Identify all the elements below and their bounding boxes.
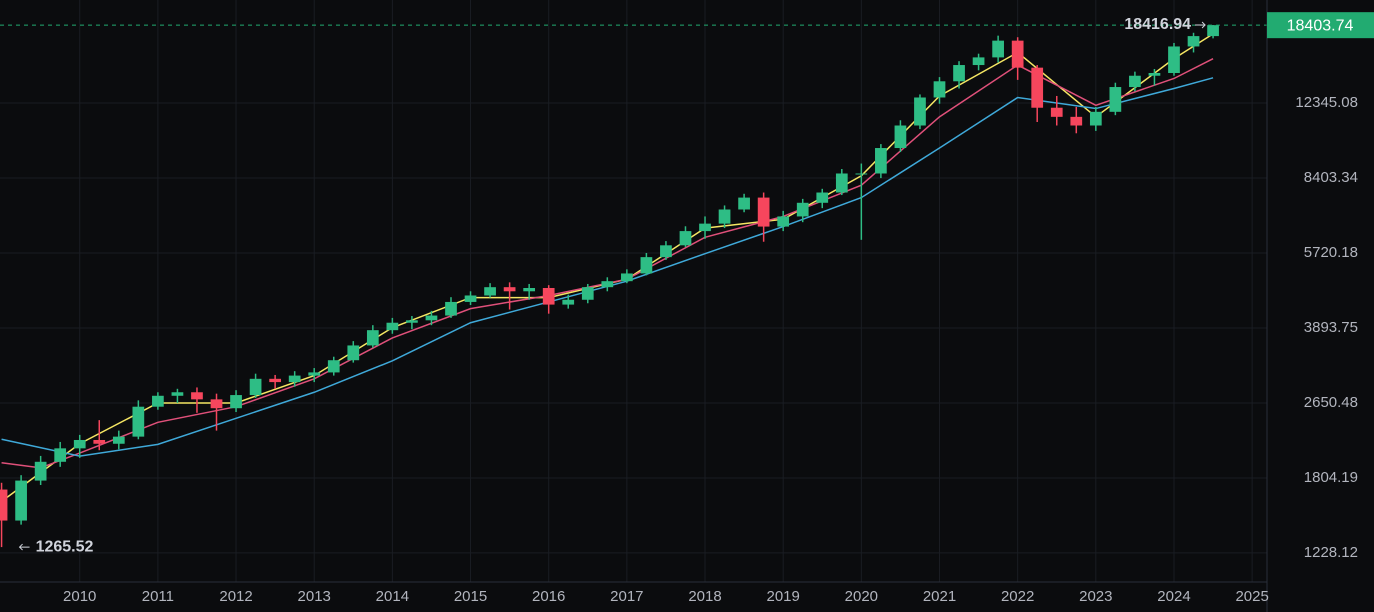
candle-body (855, 173, 868, 175)
y-tick-label: 12345.08 (1295, 94, 1358, 111)
candle-body (581, 287, 594, 300)
candle-body (425, 315, 438, 321)
candle-body (1207, 25, 1219, 37)
candle-body (796, 202, 809, 217)
y-tick-label: 8403.34 (1304, 169, 1358, 186)
candle-body (1148, 72, 1161, 76)
candle-body (914, 97, 926, 126)
min-label: 1265.52 (36, 538, 94, 555)
candle-body (269, 378, 281, 383)
candle-body (347, 345, 360, 361)
candle-body (15, 480, 27, 521)
x-tick-label: 2015 (454, 588, 487, 605)
x-tick-label: 2020 (845, 588, 878, 605)
candle-body (366, 330, 379, 346)
candle-body (54, 448, 67, 462)
x-tick-label: 2024 (1157, 588, 1190, 605)
candle-body (34, 461, 47, 481)
candle-body (601, 281, 614, 288)
candle-body (171, 392, 184, 396)
candle-body (640, 257, 653, 274)
y-tick-label: 3893.75 (1304, 319, 1358, 336)
y-tick-label: 5720.18 (1304, 244, 1358, 261)
candle-body (835, 173, 848, 193)
x-tick-label: 2016 (532, 588, 565, 605)
candle-body (249, 378, 262, 396)
candle-body (562, 299, 575, 305)
candle-body (620, 273, 633, 282)
candle-body (1070, 116, 1083, 126)
candle-body (1050, 107, 1063, 117)
candle-body (542, 287, 555, 305)
x-tick-label: 2019 (766, 588, 799, 605)
candle-body (738, 197, 750, 210)
candle-body (972, 57, 985, 66)
candle-body (523, 287, 536, 292)
candle-body (660, 245, 672, 258)
candle-body (777, 216, 790, 227)
candle-body (132, 406, 145, 437)
candle-body (191, 392, 203, 400)
candle-body (1109, 87, 1122, 112)
candle-body (992, 40, 1004, 58)
candle-body (816, 192, 829, 203)
y-tick-label: 1228.12 (1304, 544, 1358, 561)
max-label: 18416.94 (1124, 16, 1191, 33)
candle-body (73, 439, 86, 449)
x-tick-label: 2023 (1079, 588, 1112, 605)
x-tick-label: 2014 (376, 588, 409, 605)
max-arrow (1195, 21, 1206, 29)
x-tick-label: 2017 (610, 588, 643, 605)
candle-body (679, 231, 692, 246)
candle-body (327, 360, 340, 373)
candle-body (308, 372, 321, 376)
candle-body (112, 436, 125, 444)
last-price-box (1267, 12, 1374, 39)
x-tick-label: 2012 (219, 588, 252, 605)
min-arrow (18, 543, 30, 551)
candle-body (503, 287, 516, 292)
candle-body (953, 65, 965, 82)
candle-body (406, 320, 418, 323)
y-tick-label: 2650.48 (1304, 394, 1358, 411)
y-tick-label: 1804.19 (1304, 469, 1358, 486)
candle-body (0, 489, 8, 521)
candle-body (1031, 67, 1044, 108)
last-price-label: 18403.74 (1287, 17, 1354, 34)
candle-body (1129, 75, 1141, 88)
candle-body (699, 223, 711, 232)
x-tick-label: 2011 (142, 588, 174, 605)
candle-body (894, 125, 907, 149)
candle-body (875, 148, 887, 174)
candle-body (1011, 40, 1024, 68)
candle-body (152, 395, 164, 407)
x-tick-label: 2018 (688, 588, 721, 605)
candle-body (1187, 36, 1200, 47)
candle-body (484, 287, 496, 296)
candle-body (1168, 46, 1180, 73)
x-tick-label: 2013 (298, 588, 331, 605)
x-tick-label: 2022 (1001, 588, 1034, 605)
candle-body (757, 197, 770, 227)
candle-body (1089, 111, 1102, 126)
candle-body (464, 295, 477, 302)
plot-area (0, 24, 1267, 548)
candle-body (230, 395, 242, 409)
candle-body (386, 322, 399, 331)
candle-body (933, 81, 946, 98)
candle-body (445, 301, 457, 316)
candle-body (210, 399, 223, 409)
candle-body (93, 439, 106, 444)
candle-body (718, 209, 731, 224)
x-tick-label: 2021 (923, 588, 956, 605)
labels: 1228.12 1804.19 2650.48 3893.75 5720.18 8403.… (18, 12, 1374, 605)
x-tick-label: 2025 (1235, 588, 1268, 605)
x-tick-label: 2010 (63, 588, 96, 605)
candle-body (288, 375, 301, 383)
